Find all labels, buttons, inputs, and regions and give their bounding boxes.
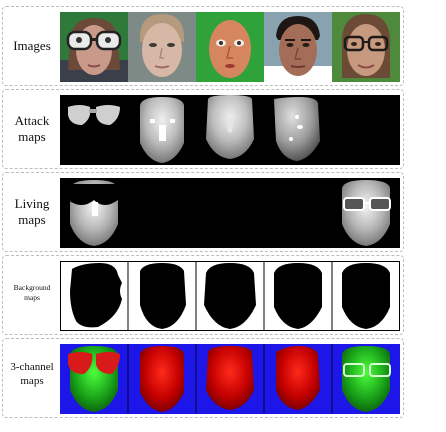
background-map-image <box>60 261 400 331</box>
row-label-images: Images <box>13 38 51 53</box>
face-photo-4 <box>264 12 332 82</box>
row-images: Images <box>2 6 404 86</box>
face-photo-1 <box>60 12 128 82</box>
image-strip <box>60 12 400 82</box>
row-label-background-maps: Background maps <box>13 283 51 303</box>
row-label-3-channel-maps: 3-channel maps <box>10 361 54 387</box>
row-label-attack-maps: Attack maps <box>14 113 50 145</box>
row-background-maps: Background maps <box>2 255 404 335</box>
attack-map-strip <box>60 95 400 165</box>
living-map-strip <box>60 178 400 248</box>
face-photo-2 <box>128 12 196 82</box>
attack-map-image <box>60 95 400 165</box>
living-map-image <box>60 178 400 248</box>
face-photo-3 <box>196 12 264 82</box>
three-channel-map-image <box>60 344 400 414</box>
face-photo-5 <box>332 12 400 82</box>
background-map-strip <box>60 261 400 331</box>
row-attack-maps: Attack maps <box>2 89 404 169</box>
row-living-maps: Living maps <box>2 172 404 252</box>
row-label-living-maps: Living maps <box>14 196 50 228</box>
three-channel-map-strip <box>60 344 400 414</box>
row-3-channel-maps: 3-channel maps <box>2 338 404 418</box>
